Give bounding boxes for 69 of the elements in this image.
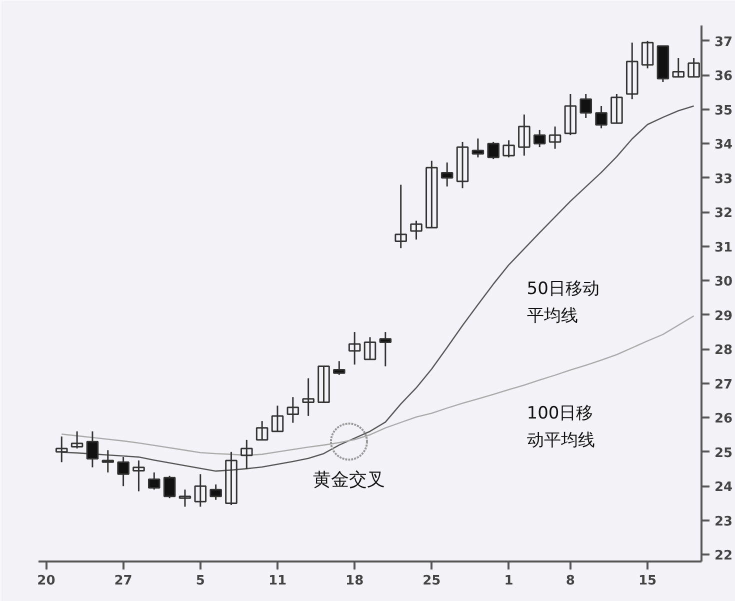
x-tick-label: 1 — [504, 574, 514, 588]
candlestick — [364, 336, 376, 360]
x-tick-label: 8 — [566, 574, 575, 588]
y-tick-label: 22 — [714, 548, 733, 564]
y-tick-label: 37 — [714, 34, 733, 50]
x-tick-label: 5 — [196, 574, 205, 588]
y-tick-label: 24 — [714, 480, 733, 496]
candlestick — [456, 141, 469, 189]
candlestick — [225, 451, 238, 506]
x-tick-label: 15 — [638, 574, 657, 588]
candlestick — [426, 160, 438, 228]
candlestick — [379, 331, 392, 368]
candlestick — [286, 396, 300, 424]
candlestick — [240, 439, 253, 470]
y-tick-label: 32 — [714, 206, 733, 222]
candlestick — [256, 420, 268, 441]
candlestick — [487, 141, 500, 160]
candlestick — [117, 456, 130, 487]
y-tick-label: 27 — [714, 377, 733, 392]
candlestick — [564, 93, 577, 136]
y-tick-label: 28 — [714, 343, 733, 358]
y-tick-label: 31 — [714, 240, 733, 256]
candlestick — [472, 138, 484, 158]
candlestick — [55, 436, 68, 463]
series-label: 50日移动平均线 — [526, 278, 600, 326]
candlestick — [318, 366, 330, 403]
candlestick — [595, 105, 608, 129]
y-tick-label: 35 — [714, 103, 733, 118]
x-tick-label: 20 — [37, 574, 56, 588]
candlestick — [132, 460, 145, 492]
x-tick-label: 25 — [422, 574, 441, 588]
candlestick — [394, 184, 407, 249]
series-label: 100日移动平均线 — [526, 404, 595, 451]
candlestick — [70, 430, 84, 450]
x-tick-label: 27 — [114, 574, 132, 588]
annotation: 黄金交叉 — [312, 470, 385, 491]
y-tick-label: 29 — [714, 308, 733, 324]
candlestick — [410, 220, 422, 240]
x-tick-label: 11 — [268, 574, 287, 588]
candlestick — [580, 93, 592, 119]
candlestick — [672, 57, 685, 78]
candlestick — [548, 126, 562, 150]
candlestick — [518, 114, 530, 156]
candlestick — [178, 488, 192, 508]
x-tick-label: 18 — [346, 574, 364, 588]
candlestick — [302, 378, 314, 417]
y-tick-label: 25 — [714, 446, 733, 461]
candlestick — [533, 129, 546, 148]
candlestick — [210, 484, 222, 501]
y-tick-label: 36 — [714, 69, 733, 84]
candlestick — [102, 449, 114, 474]
y-tick-label: 30 — [714, 274, 733, 290]
candlestick — [348, 331, 361, 366]
candlestick — [194, 473, 207, 508]
candlestick — [688, 57, 700, 78]
candlestick — [610, 93, 623, 124]
candlestick — [148, 472, 160, 490]
candlestick — [641, 40, 654, 70]
candlestick — [86, 430, 99, 468]
candlestick — [502, 139, 515, 158]
candlestick — [626, 42, 638, 100]
candlestick — [163, 475, 176, 499]
y-tick-label: 23 — [714, 514, 733, 530]
candlestick — [271, 404, 284, 432]
y-tick-label: 26 — [714, 412, 733, 427]
y-tick-label: 33 — [714, 172, 733, 187]
y-tick-label: 34 — [714, 138, 733, 153]
candlestick — [440, 162, 454, 188]
candlestick — [333, 360, 346, 376]
